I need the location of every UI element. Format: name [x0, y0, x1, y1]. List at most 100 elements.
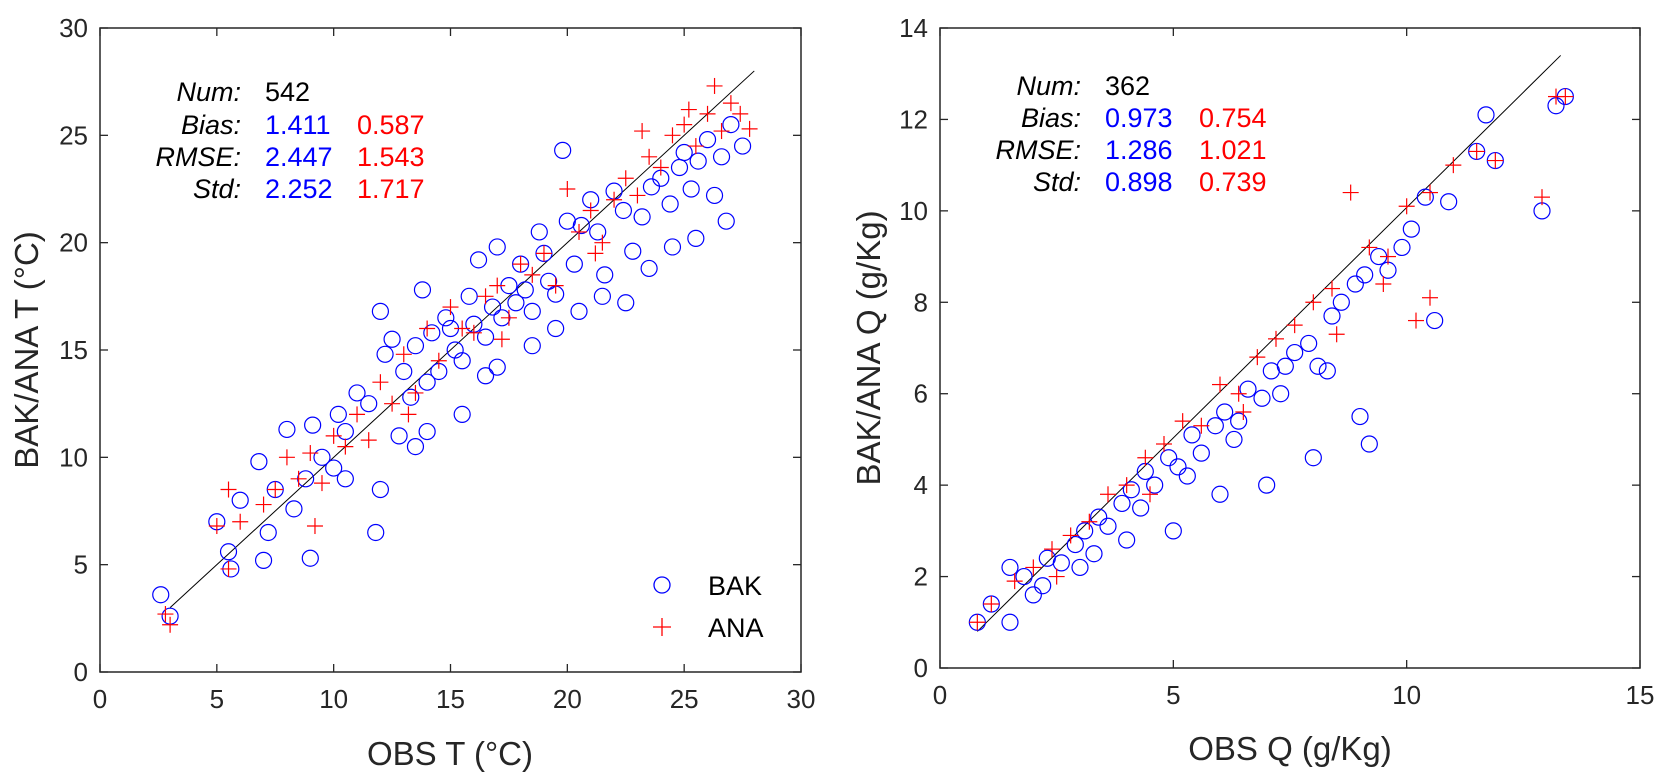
ana-point [706, 77, 723, 94]
ana-point [1025, 559, 1042, 576]
bak-point [1216, 403, 1234, 421]
stats-box: Num: 542 Bias: 1.411 0.587 RMSE: 2.447 1… [155, 77, 424, 204]
ana-point [629, 187, 646, 204]
bak-point [1192, 444, 1210, 462]
bak-point [1099, 517, 1117, 535]
bak-point [1258, 476, 1276, 494]
bak-point [507, 294, 525, 312]
x-axis-label: OBS Q (g/Kg) [1188, 730, 1392, 767]
bak-point [250, 453, 268, 471]
bak-point [1225, 430, 1243, 449]
rmse-bak-value: 2.447 [265, 142, 333, 172]
ana-point [1380, 248, 1396, 265]
x-tick-label: 5 [210, 684, 224, 714]
bias-bak-value: 0.973 [1105, 103, 1173, 133]
bias-label: Bias: [1021, 103, 1081, 133]
bak-point [1304, 449, 1322, 467]
ana-point [220, 560, 237, 577]
bak-point [1211, 485, 1229, 503]
bak-point [570, 302, 588, 320]
legend-bak-marker [653, 576, 671, 594]
bak-point [406, 438, 425, 456]
ana-point [384, 395, 401, 412]
ana-point [1445, 157, 1462, 174]
bak-point [722, 115, 740, 134]
bak-point [390, 427, 408, 445]
bak-point [1024, 586, 1042, 604]
ana-point [1422, 184, 1438, 201]
ana-point [1324, 280, 1340, 297]
bak-point [687, 229, 705, 247]
bak-point [698, 131, 717, 149]
bak-point [313, 448, 331, 466]
ana-point [1487, 152, 1504, 169]
x-tick-label: 5 [1166, 680, 1180, 710]
bak-point [460, 287, 478, 305]
bak-point [367, 523, 385, 542]
bak-point [1356, 266, 1374, 284]
plot-area-frame [939, 27, 1641, 669]
bak-point [1276, 357, 1294, 375]
stats-box: Num: 362 Bias: 0.973 0.754 RMSE: 1.286 1… [995, 71, 1266, 197]
bak-point [1309, 357, 1327, 375]
bak-point [1113, 494, 1131, 513]
ana-point [1534, 189, 1550, 206]
bak-point [1001, 558, 1019, 577]
ana-point [325, 427, 342, 444]
ana-point [1100, 486, 1116, 503]
bak-point [689, 152, 707, 170]
ana-point [407, 384, 424, 401]
x-tick-label: 25 [670, 684, 699, 714]
ana-point [594, 234, 611, 251]
bak-point [682, 180, 700, 198]
bak-point [1160, 449, 1178, 467]
bak-point [1118, 531, 1136, 549]
ana-point [676, 116, 693, 133]
legend-bak-label: BAK [708, 571, 762, 601]
bias-ana-value: 0.587 [357, 110, 425, 140]
bak-point [717, 212, 735, 230]
y-tick-label: 8 [914, 287, 928, 317]
ana-point [641, 148, 658, 165]
bak-point [589, 223, 607, 241]
bak-point [516, 281, 534, 299]
x-tick-label: 0 [93, 684, 107, 714]
ana-point [1286, 317, 1303, 334]
x-tick-label: 15 [1626, 680, 1655, 710]
one-to-one-line [169, 70, 755, 608]
bak-point [259, 523, 277, 542]
ana-point [571, 223, 588, 240]
bak-point [624, 242, 642, 260]
num-value: 362 [1105, 71, 1150, 101]
std-label: Std: [1033, 167, 1081, 197]
std-ana-value: 1.717 [357, 174, 425, 204]
bak-point [371, 302, 389, 320]
bak-point [1440, 193, 1458, 211]
ana-point [969, 614, 986, 631]
bak-point [1300, 334, 1318, 353]
ana-point [349, 406, 366, 423]
bak-point [614, 201, 633, 220]
ana-point [232, 513, 249, 530]
ana-point [157, 606, 174, 623]
axis-ticks: 0 5 10 15 20 25 30 0 5 10 15 20 25 30 [59, 13, 815, 714]
bak-point [663, 238, 682, 256]
x-tick-label: 10 [1392, 680, 1421, 710]
y-tick-label: 0 [74, 657, 88, 687]
bak-point [565, 255, 583, 273]
y-tick-label: 14 [899, 13, 928, 43]
bak-point [301, 549, 319, 567]
temperature-scatter-chart: 0 5 10 15 20 25 30 0 5 10 15 20 25 30 OBS T (°C) BAK/… [8, 13, 815, 772]
ana-point [1212, 376, 1228, 393]
ana-point [1142, 486, 1158, 503]
y-axis-label: BAK/ANA T (°C) [8, 231, 45, 469]
ana-point [290, 470, 307, 487]
y-tick-label: 10 [899, 196, 928, 226]
ana-point [220, 481, 237, 498]
ana-point [606, 191, 623, 208]
x-tick-label: 0 [933, 680, 947, 710]
ana-point [634, 123, 651, 140]
bak-point [469, 251, 488, 269]
ana-point [1268, 330, 1284, 347]
